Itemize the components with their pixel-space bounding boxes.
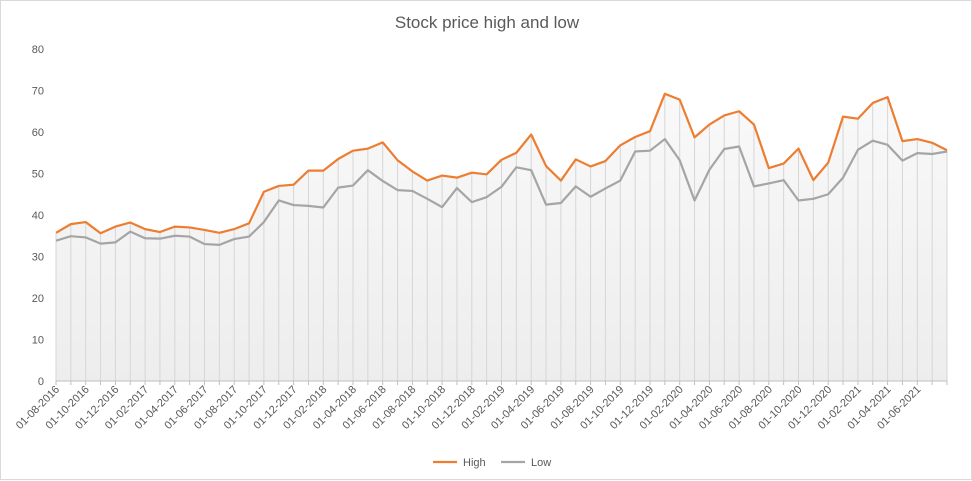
y-axis: 0 10 20 30 40 50 60 70 80 bbox=[32, 44, 44, 388]
plot-area bbox=[55, 92, 948, 381]
legend-label: Low bbox=[531, 457, 551, 469]
chart-title: Stock price high and low bbox=[395, 13, 580, 32]
series-line-low bbox=[55, 137, 948, 246]
y-tick-label: 60 bbox=[32, 127, 44, 139]
y-tick-label: 70 bbox=[32, 86, 44, 98]
y-tick-label: 30 bbox=[32, 252, 44, 264]
series-line-high bbox=[55, 92, 948, 235]
legend-item-high: High bbox=[433, 457, 486, 469]
legend: High Low bbox=[433, 457, 551, 469]
y-tick-label: 80 bbox=[32, 44, 44, 56]
y-tick-label: 10 bbox=[32, 335, 44, 347]
y-tick-label: 20 bbox=[32, 293, 44, 305]
y-tick-label: 50 bbox=[32, 169, 44, 181]
legend-label: High bbox=[463, 457, 486, 469]
legend-item-low: Low bbox=[501, 457, 551, 469]
y-tick-label: 0 bbox=[38, 376, 44, 388]
y-tick-label: 40 bbox=[32, 210, 44, 222]
x-axis: 01-08-201601-10-201601-12-201601-02-2017… bbox=[14, 380, 948, 432]
